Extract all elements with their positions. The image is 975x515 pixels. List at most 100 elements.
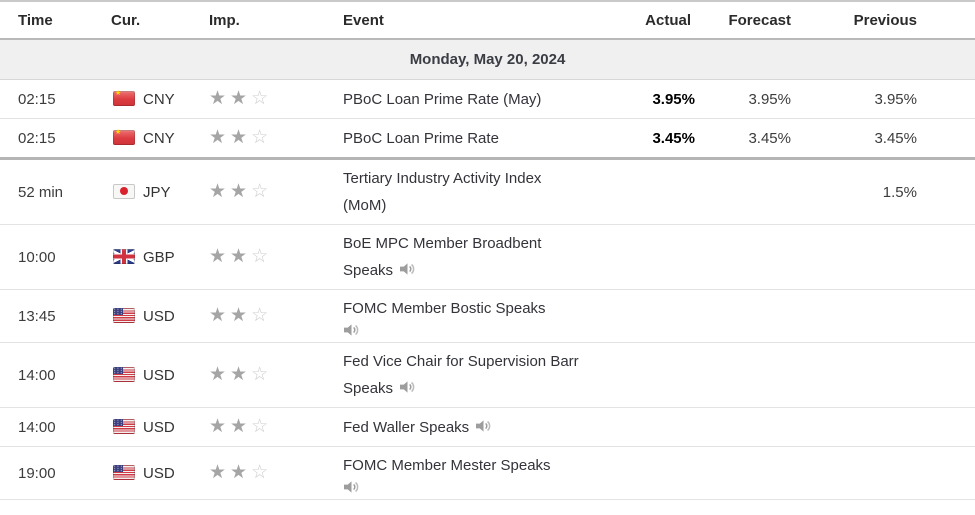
event-link[interactable]: FOMC Member Bostic Speaks <box>343 300 546 317</box>
previous-cell: 3.45% <box>795 118 975 159</box>
currency-flag-icon <box>113 183 135 199</box>
forecast-cell <box>695 289 795 343</box>
table-row: 52 min JPY ★ ★ ☆ Tertiary Industry Activit… <box>0 157 975 225</box>
currency-code: USD <box>143 366 175 384</box>
forecast-cell <box>695 157 795 225</box>
event-link[interactable]: Fed Waller Speaks <box>343 418 470 436</box>
event-link[interactable]: Fed Vice Chair for Supervision Barr Spea… <box>343 353 579 397</box>
star-icon: ★ <box>209 88 227 109</box>
currency-code: USD <box>143 307 175 325</box>
table-row: 02:15 CNY ★★☆ PBoC Loan Prime Rate (May)… <box>0 79 975 119</box>
importance-cell: ★ ★ ☆ <box>200 446 330 500</box>
importance-stars: ★ ★ ☆ <box>209 416 272 437</box>
time-cell: 14:00 <box>0 342 95 408</box>
forecast-cell <box>695 224 795 290</box>
speaker-icon <box>400 380 415 394</box>
star-icon: ★ <box>209 364 227 385</box>
event-cell: FOMC Member Mester Speaks <box>330 446 625 500</box>
speaker-icon <box>344 323 583 337</box>
actual-cell <box>625 224 695 290</box>
event-cell: FOMC Member Bostic Speaks <box>330 289 625 343</box>
star-icon: ☆ <box>251 181 269 202</box>
forecast-cell <box>695 342 795 408</box>
date-header: Monday, May 20, 2024 <box>0 39 975 80</box>
star-icon: ☆ <box>251 305 269 326</box>
star-icon: ☆ <box>251 462 269 483</box>
time-cell: 52 min <box>0 157 95 225</box>
star-icon: ★ <box>209 246 227 267</box>
star-icon: ☆ <box>251 88 269 109</box>
time-cell: 02:15 <box>0 118 95 159</box>
currency-code: USD <box>143 464 175 482</box>
column-header-importance: Imp. <box>200 1 330 40</box>
star-icon: ☆ <box>251 416 269 437</box>
star-icon: ☆ <box>251 246 269 267</box>
importance-stars: ★ ★ ☆ <box>209 88 272 109</box>
actual-cell: 3.95% <box>625 79 695 119</box>
importance-stars: ★ ★ ☆ <box>209 246 272 267</box>
event-cell: PBoC Loan Prime Rate (May) <box>330 79 625 119</box>
currency-flag-icon <box>113 418 135 434</box>
event-cell: Fed Waller Speaks <box>330 407 625 447</box>
forecast-cell: 3.45% <box>695 118 795 159</box>
event-cell: Fed Vice Chair for Supervision Barr Spea… <box>330 342 625 408</box>
time-cell: 10:00 <box>0 224 95 290</box>
actual-cell: 3.45% <box>625 118 695 159</box>
date-header-row: Monday, May 20, 2024 <box>0 39 975 80</box>
previous-cell <box>795 224 975 290</box>
time-cell: 14:00 <box>0 407 95 447</box>
column-header-actual: Actual <box>625 1 695 40</box>
speaker-icon <box>344 480 583 494</box>
event-link[interactable]: BoE MPC Member Broadbent Speaks <box>343 235 542 279</box>
importance-stars: ★ ★ ☆ <box>209 127 272 148</box>
importance-stars: ★ ★ ☆ <box>209 181 272 202</box>
star-icon: ★ <box>209 305 227 326</box>
time-cell: 02:15 <box>0 79 95 119</box>
currency-flag-icon <box>113 307 135 323</box>
event-cell: PBoC Loan Prime Rate <box>330 118 625 159</box>
event-link[interactable]: PBoC Loan Prime Rate <box>343 129 499 147</box>
time-cell: 19:00 <box>0 446 95 500</box>
previous-cell <box>795 342 975 408</box>
forecast-cell: 3.95% <box>695 79 795 119</box>
column-header-event: Event <box>330 1 625 40</box>
star-icon: ★ <box>230 364 248 385</box>
event-link[interactable]: PBoC Loan Prime Rate (May) <box>343 90 542 108</box>
event-cell: BoE MPC Member Broadbent Speaks <box>330 224 625 290</box>
event-link[interactable]: FOMC Member Mester Speaks <box>343 457 551 474</box>
currency-code: GBP <box>143 248 175 266</box>
event-link[interactable]: Tertiary Industry Activity Index (MoM) <box>343 170 542 214</box>
table-row: 14:00 USD ★ ★ ☆ Fed Vice Chair for Supervi… <box>0 342 975 408</box>
column-header-currency: Cur. <box>95 1 200 40</box>
star-icon: ★ <box>209 416 227 437</box>
importance-cell: ★ ★ ☆ <box>200 79 330 119</box>
economic-calendar-table: Time Cur. Imp. Event Actual Forecast Pre… <box>0 0 975 500</box>
actual-cell <box>625 407 695 447</box>
currency-cell: CNY <box>95 79 200 119</box>
importance-cell: ★ ★ ☆ <box>200 118 330 159</box>
currency-cell: USD <box>95 342 200 408</box>
actual-cell <box>625 342 695 408</box>
importance-stars: ★ ★ ☆ <box>209 462 272 483</box>
currency-code: USD <box>143 418 175 436</box>
star-icon: ☆ <box>251 364 269 385</box>
star-icon: ★ <box>230 88 248 109</box>
star-icon: ★ <box>230 181 248 202</box>
currency-flag-icon <box>113 128 135 145</box>
star-icon: ★ <box>230 462 248 483</box>
column-header-forecast: Forecast <box>695 1 795 40</box>
table-row: 13:45 USD ★ ★ ☆ FOMC Member Bostic Speaks <box>0 289 975 343</box>
column-header-time: Time <box>0 1 95 40</box>
importance-cell: ★ ★ ☆ <box>200 224 330 290</box>
time-cell: 13:45 <box>0 289 95 343</box>
star-icon: ★ <box>209 181 227 202</box>
currency-cell: GBP <box>95 224 200 290</box>
currency-flag-icon <box>113 464 135 480</box>
importance-cell: ★ ★ ☆ <box>200 407 330 447</box>
star-icon: ★ <box>209 462 227 483</box>
star-icon: ★ <box>230 127 248 148</box>
star-icon: ★ <box>209 127 227 148</box>
star-icon: ☆ <box>251 127 269 148</box>
currency-code: CNY <box>143 90 175 108</box>
table-row: 02:15 CNY ★★☆ PBoC Loan Prime Rate 3.45%… <box>0 118 975 159</box>
